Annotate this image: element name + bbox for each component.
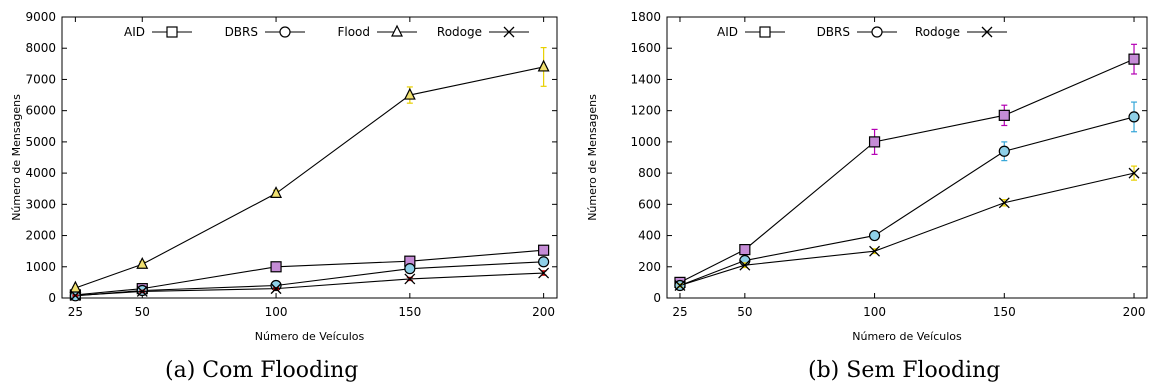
a-series-rodoge: [69, 267, 550, 301]
b-series-rodoge: [674, 165, 1140, 291]
a-line-flood: [75, 66, 544, 289]
b-plot-frame: [666, 16, 1148, 299]
b-ytick-label: 1800: [630, 10, 661, 24]
a-plot-frame: [61, 16, 558, 299]
chart-b: 0 200 400 600 800 1000 1200 1400 1600 1800 25 50 100…: [586, 10, 1148, 343]
b-point-aid: [998, 109, 1010, 121]
b-ytick-label: 1400: [630, 72, 661, 86]
a-legend-marker-rodoge: [503, 26, 515, 38]
a-point-flood: [270, 186, 283, 199]
b-xtick-label: 100: [863, 305, 886, 319]
a-ytick-label: 7000: [25, 72, 56, 86]
b-legend-label-dbrs: DBRS: [817, 25, 850, 39]
b-xtick-label: 200: [1123, 305, 1146, 319]
b-ytick-label: 1600: [630, 41, 661, 55]
a-legend-marker-flood: [391, 24, 403, 37]
chart-a: 0 1000 2000 3000 4000 5000 6000 7000 8000 9000 25 5…: [10, 10, 558, 343]
b-point-dbrs: [1128, 111, 1140, 123]
a-ytick-label: 3000: [25, 197, 56, 211]
a-ytick-label: 4000: [25, 166, 56, 180]
b-legend-marker-rodoge: [981, 26, 993, 38]
a-point-flood: [537, 59, 550, 72]
a-point-flood: [403, 87, 416, 100]
a-point-dbrs: [538, 256, 550, 268]
a-point-aid: [270, 261, 282, 273]
a-legend-label-rodoge: Rodoge: [437, 25, 482, 39]
b-ytick-label: 800: [638, 166, 661, 180]
a-point-rodoge: [404, 273, 416, 285]
a-point-rodoge: [538, 267, 550, 279]
b-xtick-label: 150: [993, 305, 1016, 319]
b-ytick-label: 1200: [630, 104, 661, 118]
a-xtick-label: 200: [532, 305, 555, 319]
a-point-rodoge: [136, 285, 148, 297]
a-ytick-label: 2000: [25, 229, 56, 243]
a-legend-marker-dbrs: [279, 26, 291, 38]
b-xtick-label: 50: [737, 305, 752, 319]
a-point-flood: [136, 256, 149, 269]
b-legend-marker-aid: [759, 26, 771, 38]
a-ytick-label: 1000: [25, 260, 56, 274]
b-point-rodoge: [674, 280, 686, 291]
b-ytick-label: 1000: [630, 135, 661, 149]
a-xtick-label: 150: [398, 305, 421, 319]
b-ylabel: Número de Mensagens: [586, 94, 599, 221]
chart-panel-b: 0 200 400 600 800 1000 1200 1400 1600 1800 25 50 100…: [576, 0, 1153, 390]
b-legend-label-rodoge: Rodoge: [915, 25, 960, 39]
a-point-rodoge: [270, 283, 282, 295]
b-xlabel: Número de Veículos: [852, 330, 962, 343]
a-ytick-label: 0: [48, 291, 56, 305]
a-legend-label-flood: Flood: [337, 25, 370, 39]
a-legend-label-dbrs: DBRS: [225, 25, 258, 39]
a-point-aid: [538, 244, 550, 256]
a-point-rodoge: [69, 290, 81, 301]
b-ytick-label: 400: [638, 229, 661, 243]
chart-panel-a: 0 1000 2000 3000 4000 5000 6000 7000 8000 9000 25 5…: [0, 0, 576, 390]
b-ytick-label: 600: [638, 197, 661, 211]
b-point-rodoge: [998, 197, 1010, 209]
a-ytick-label: 8000: [25, 41, 56, 55]
a-legend-marker-aid: [166, 26, 178, 38]
a-ytick-label: 9000: [25, 10, 56, 24]
a-xtick-label: 25: [68, 305, 83, 319]
b-point-aid: [739, 244, 751, 256]
caption-b: (b) Sem Flooding: [808, 358, 1001, 383]
b-point-rodoge: [1128, 167, 1140, 179]
a-xtick-label: 50: [135, 305, 150, 319]
b-point-rodoge: [869, 245, 881, 257]
a-ytick-label: 6000: [25, 104, 56, 118]
b-legend-label-aid: AID: [717, 25, 738, 39]
b-point-aid: [1128, 53, 1140, 65]
b-legend-marker-dbrs: [871, 26, 883, 38]
a-point-dbrs: [404, 263, 416, 275]
a-point-flood: [69, 280, 82, 293]
b-point-aid: [868, 136, 881, 148]
a-xtick-label: 100: [265, 305, 288, 319]
b-ytick-label: 200: [638, 260, 661, 274]
b-series-aid: [674, 43, 1140, 288]
b-point-rodoge: [739, 259, 751, 271]
a-ytick-label: 5000: [25, 135, 56, 149]
b-xtick-label: 25: [672, 305, 687, 319]
b-ytick-label: 0: [653, 291, 661, 305]
caption-a: (a) Com Flooding: [165, 358, 359, 383]
b-point-dbrs: [998, 145, 1010, 157]
a-legend-label-aid: AID: [124, 25, 145, 39]
b-point-dbrs: [868, 229, 881, 242]
a-xlabel: Número de Veículos: [255, 330, 365, 343]
a-series-flood: [69, 46, 550, 293]
a-ylabel: Número de Mensagens: [10, 94, 23, 221]
b-series-dbrs: [674, 101, 1140, 292]
